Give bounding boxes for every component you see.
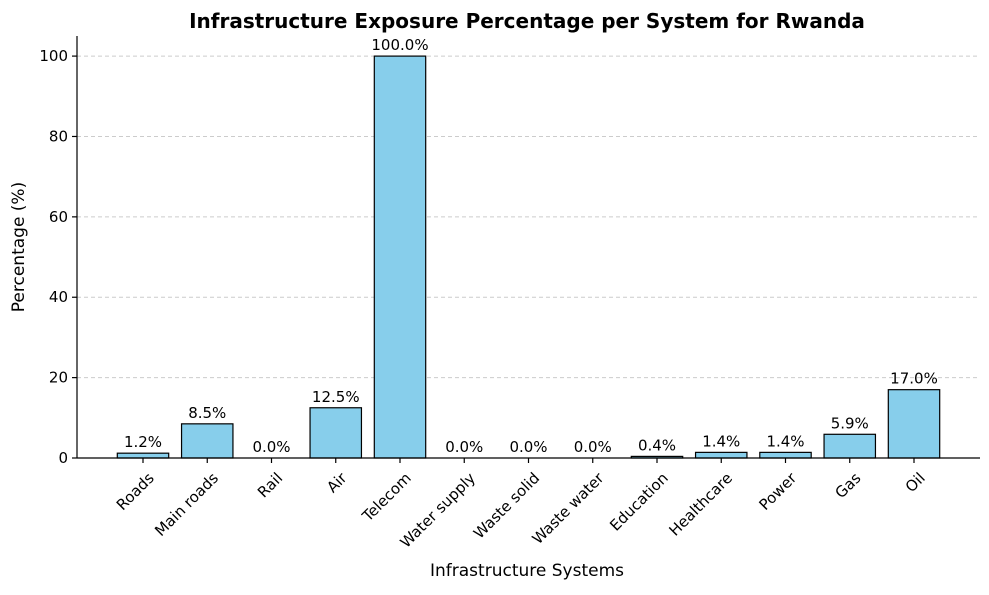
- data-label: 17.0%: [890, 370, 938, 388]
- data-label: 1.4%: [702, 432, 740, 450]
- x-axis-label: Infrastructure Systems: [430, 561, 624, 581]
- data-label: 0.0%: [445, 438, 483, 456]
- y-tick-label: 20: [49, 369, 68, 387]
- y-tick-label: 40: [49, 288, 68, 306]
- bar: [373, 55, 427, 459]
- x-tick-label: Healthcare: [665, 469, 736, 540]
- bar: [759, 451, 812, 459]
- data-label: 1.2%: [124, 433, 162, 451]
- bar: [309, 407, 363, 459]
- data-labels: 1.2% 8.5% 0.0% 12.5% 100.0% 0.0% 0.0% 0.0% 0.4% 1…: [124, 36, 938, 456]
- x-tick-label: Power: [755, 468, 800, 513]
- y-tick-label: 100: [39, 47, 68, 65]
- data-label: 12.5%: [312, 388, 360, 406]
- data-label: 0.0%: [574, 438, 612, 456]
- x-tick-label: Oil: [902, 469, 929, 496]
- x-tick-label: Rail: [254, 469, 286, 501]
- data-label: 5.9%: [831, 414, 869, 432]
- data-label: 0.0%: [252, 438, 290, 456]
- data-label: 100.0%: [371, 36, 428, 54]
- bar: [887, 389, 941, 459]
- x-tick-label: Main roads: [151, 469, 222, 540]
- x-tick-label: Roads: [113, 469, 158, 514]
- data-label: 8.5%: [188, 404, 226, 422]
- bar: [116, 452, 170, 459]
- y-tick-labels: 0 20 40 60 80 100: [39, 47, 77, 467]
- x-tick-label: Education: [606, 469, 672, 535]
- bar: [823, 433, 877, 459]
- grid-lines: [77, 55, 980, 379]
- bar: [694, 451, 748, 459]
- y-tick-label: 0: [58, 449, 68, 467]
- y-tick-label: 80: [49, 127, 68, 145]
- x-tick-label: Gas: [832, 469, 865, 502]
- y-axis-label: Percentage (%): [9, 182, 29, 312]
- chart-title: Infrastructure Exposure Percentage per S…: [189, 9, 865, 33]
- bar: [180, 423, 234, 459]
- data-label: 0.0%: [509, 438, 547, 456]
- axes: [76, 36, 980, 459]
- data-label: 0.4%: [638, 436, 676, 454]
- x-tick-label: Air: [323, 468, 351, 496]
- data-label: 1.4%: [766, 432, 804, 450]
- bars: [116, 55, 941, 459]
- x-tick-label: Telecom: [358, 469, 415, 526]
- y-tick-label: 60: [49, 208, 68, 226]
